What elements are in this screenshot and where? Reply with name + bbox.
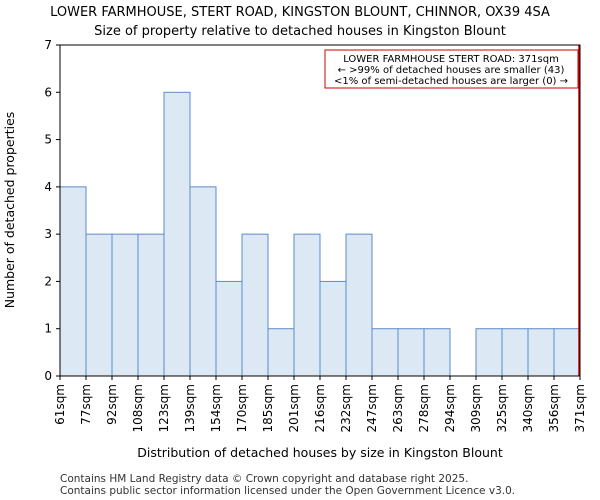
bar-123sqm	[163, 91, 191, 377]
y-tick-label: 4	[44, 180, 52, 194]
x-tick-label: 154sqm	[209, 384, 223, 432]
x-tick-label: 170sqm	[235, 384, 249, 432]
x-tick-label: 61sqm	[53, 384, 67, 425]
x-tick-label: 92sqm	[105, 384, 119, 425]
x-tick-label: 77sqm	[79, 384, 93, 425]
x-tick-label: 278sqm	[417, 384, 431, 432]
bar-61sqm	[59, 186, 87, 377]
x-tick-label: 201sqm	[287, 384, 301, 432]
x-tick-label: 340sqm	[521, 384, 535, 432]
chart-subtitle: Size of property relative to detached ho…	[94, 24, 506, 39]
x-tick-label: 185sqm	[261, 384, 275, 432]
x-tick-label: 263sqm	[391, 384, 405, 432]
x-tick-label: 139sqm	[183, 384, 197, 432]
bars-group	[59, 91, 581, 377]
bar-108sqm	[137, 233, 165, 377]
bar-201sqm	[293, 233, 321, 377]
plot-area-frame	[59, 44, 581, 377]
x-tick-label: 123sqm	[157, 384, 171, 432]
bar-216sqm	[319, 280, 347, 377]
bar-263sqm	[397, 328, 425, 377]
bar-309sqm	[475, 328, 503, 377]
bar-77sqm	[85, 233, 113, 377]
x-tick-label: 309sqm	[469, 384, 483, 432]
x-tick-label: 356sqm	[547, 384, 561, 432]
bar-325sqm	[501, 328, 529, 377]
x-tick-label: 294sqm	[443, 384, 457, 432]
footer-line-1: Contains HM Land Registry data © Crown c…	[60, 473, 468, 485]
x-tick-label: 232sqm	[339, 384, 353, 432]
annotation-line-2: ← >99% of detached houses are smaller (4…	[338, 65, 565, 76]
annotation-box: LOWER FARMHOUSE STERT ROAD: 371sqm ← >99…	[324, 49, 579, 89]
y-tick-label: 5	[44, 133, 52, 147]
bar-92sqm	[111, 233, 139, 377]
bar-247sqm	[371, 328, 399, 377]
bar-356sqm	[553, 328, 581, 377]
chart-title: LOWER FARMHOUSE, STERT ROAD, KINGSTON BL…	[50, 5, 550, 20]
annotation-line-3: <1% of semi-detached houses are larger (…	[334, 76, 568, 87]
y-tick-label: 1	[44, 322, 52, 336]
bar-170sqm	[241, 233, 269, 377]
x-tick-label: 371sqm	[573, 384, 587, 432]
annotation-border	[324, 49, 579, 89]
y-tick-label: 0	[44, 369, 52, 383]
y-tick-label: 6	[44, 85, 52, 99]
x-tick-label: 216sqm	[313, 384, 327, 432]
x-axis-label: Distribution of detached houses by size …	[137, 445, 503, 460]
bar-278sqm	[423, 328, 451, 377]
bar-154sqm	[215, 280, 243, 377]
y-tick-label: 3	[44, 227, 52, 241]
y-axis-ticks: 0 1 2 3 4 5 6 7	[44, 38, 60, 383]
bar-340sqm	[527, 328, 555, 377]
annotation-line-1: LOWER FARMHOUSE STERT ROAD: 371sqm	[343, 54, 559, 65]
y-tick-label: 2	[44, 274, 52, 288]
x-tick-label: 108sqm	[131, 384, 145, 432]
y-axis-label: Number of detached properties	[2, 112, 17, 309]
x-tick-label: 325sqm	[495, 384, 509, 432]
bar-232sqm	[345, 233, 373, 377]
bar-185sqm	[267, 328, 295, 377]
bar-139sqm	[189, 186, 217, 377]
x-tick-label: 247sqm	[365, 384, 379, 432]
y-tick-label: 7	[44, 38, 52, 52]
footer-line-2: Contains public sector information licen…	[60, 485, 515, 497]
x-axis-ticks: 61sqm 77sqm 92sqm 108sqm 123sqm 139sqm 154sqm 1…	[53, 376, 587, 432]
